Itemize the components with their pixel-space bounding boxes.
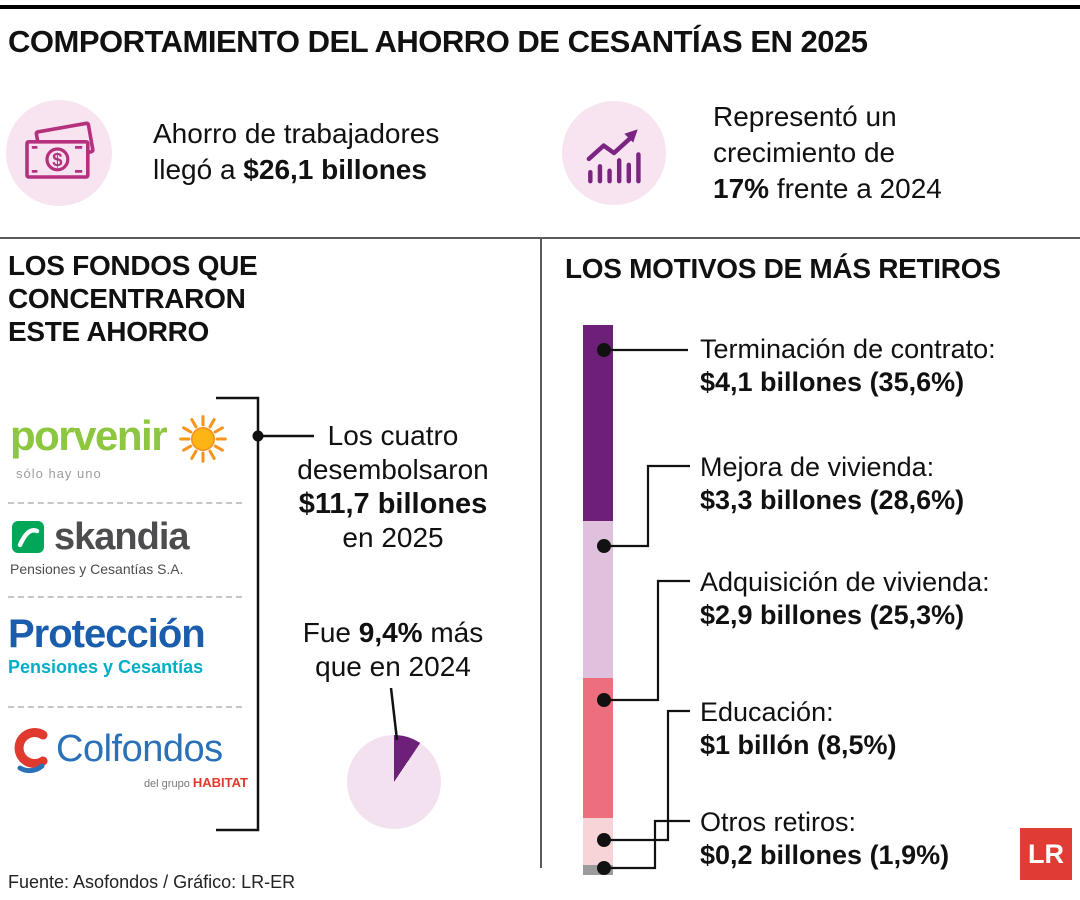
money-bill-icon: $ [25,121,95,179]
growth-pie [347,735,441,829]
connector-line-educacion [604,709,690,842]
growth-note-suffix: más [422,617,484,648]
source-credit: Fuente: Asofondos / Gráfico: LR-ER [8,872,296,892]
colfondos-wordmark: Colfondos [56,728,223,770]
funds-heading-line1: LOS FONDOS QUE [8,250,258,281]
growth-line3-normal: frente a 2024 [769,173,942,204]
top-rule [0,5,1080,9]
connector-line-adquisicion [604,579,690,702]
motive-label-otros: Otros retiros: $0,2 billones (1,9%) [700,806,1072,872]
colfondos-icon [14,728,48,774]
bar-segment-1 [583,521,613,679]
pie-pointer-line [389,687,399,741]
motive-text: Adquisición de vivienda: [700,567,990,597]
porvenir-wordmark: porvenir [10,412,168,459]
fund-logo-colfondos: Colfondos del grupo HABITAT [8,724,248,790]
lr-logo: LR [1020,828,1072,880]
callout-line4: en 2025 [342,522,444,553]
bar-segment-4 [583,864,613,875]
growth-highlight: Representó un crecimiento de 17% frente … [713,99,942,207]
sun-icon [179,415,227,463]
savings-line2-normal: llegó a [153,154,244,185]
motive-value: $4,1 billones (35,6%) [700,367,965,397]
growth-note-line2: que en 2024 [315,651,471,682]
motive-value: $2,9 billones (25,3%) [700,600,965,630]
motive-text: Otros retiros: [700,807,857,837]
bracket-dot [252,430,264,442]
growth-line3-bold: 17% [713,173,770,204]
funds-callout: Los cuatro desembolsaron $11,7 billones … [268,419,518,555]
motive-value: $3,3 billones (28,6%) [700,485,965,515]
motive-text: Educación: [700,697,834,727]
page-title: COMPORTAMIENTO DEL AHORRO DE CESANTÍAS E… [8,24,868,59]
svg-text:$: $ [52,149,62,170]
withdrawals-bar [583,325,613,875]
fund-logo-skandia: skandia Pensiones y Cesantías S.A. [10,517,248,577]
motive-text: Terminación de contrato: [700,334,996,364]
growth-note-line1: Fue 9,4% más [268,616,518,650]
callout-line1: Los cuatro [327,420,459,451]
growth-line1: Representó un [713,101,897,132]
motive-text: Mejora de vivienda: [700,452,935,482]
growth-line3: 17% frente a 2024 [713,171,942,207]
motive-label-adquisicion: Adquisición de vivienda: $2,9 billones (… [700,566,1072,632]
bar-segment-0 [583,325,613,521]
colfondos-tagline: del grupo HABITAT [8,775,248,790]
callout-line3: $11,7 billones [298,488,488,520]
colfondos-tagline-brand: HABITAT [192,775,248,790]
proteccion-wordmark: Protección [8,612,206,656]
growth-icon-circle [562,101,666,205]
motive-label-educacion: Educación: $1 billón (8,5%) [700,696,1072,762]
growth-chart-icon [586,129,641,184]
motive-value: $0,2 billones (1,9%) [700,840,950,870]
fund-logo-porvenir: porvenir sólo hay uno [10,414,248,481]
proteccion-tagline: Pensiones y Cesantías [8,657,204,677]
skandia-wordmark: skandia [54,516,190,558]
withdrawals-heading: LOS MOTIVOS DE MÁS RETIROS [565,253,1001,284]
porvenir-tagline: sólo hay uno [16,466,102,481]
savings-highlight: Ahorro de trabajadores llegó a $26,1 bil… [153,116,439,188]
savings-line2: llegó a $26,1 billones [153,152,439,188]
funds-heading-line2: CONCENTRARON [8,283,246,314]
funds-heading-line3: ESTE AHORRO [8,316,210,347]
bar-segment-3 [583,817,613,865]
vertical-divider [540,237,542,868]
growth-note-prefix: Fue [302,617,359,648]
growth-note-bold: 9,4% [358,617,423,648]
colfondos-tagline-prefix: del grupo [143,778,193,790]
callout-line2: desembolsaron [297,454,489,485]
separator-dashed [8,502,242,504]
savings-line1: Ahorro de trabajadores [153,118,440,149]
skandia-icon [12,521,44,553]
connector-line-otros [604,819,690,870]
motive-label-mejora: Mejora de vivienda: $3,3 billones (28,6%… [700,451,1072,517]
growth-note: Fue 9,4% más que en 2024 [268,616,518,684]
skandia-tagline: Pensiones y Cesantías S.A. [10,561,184,577]
separator-dashed [8,596,242,598]
motive-label-terminacion: Terminación de contrato: $4,1 billones (… [700,333,1072,399]
savings-line2-bold: $26,1 billones [243,154,427,185]
growth-line2: crecimiento de [713,137,896,168]
separator-dashed [8,706,242,708]
connector-line-mejora [604,464,690,548]
fund-logo-proteccion: Protección Pensiones y Cesantías [8,613,246,678]
motive-value: $1 billón (8,5%) [700,730,897,760]
funds-heading: LOS FONDOS QUE CONCENTRARON ESTE AHORRO [8,249,258,348]
bar-segment-2 [583,678,613,818]
savings-icon-circle: $ [6,100,112,206]
